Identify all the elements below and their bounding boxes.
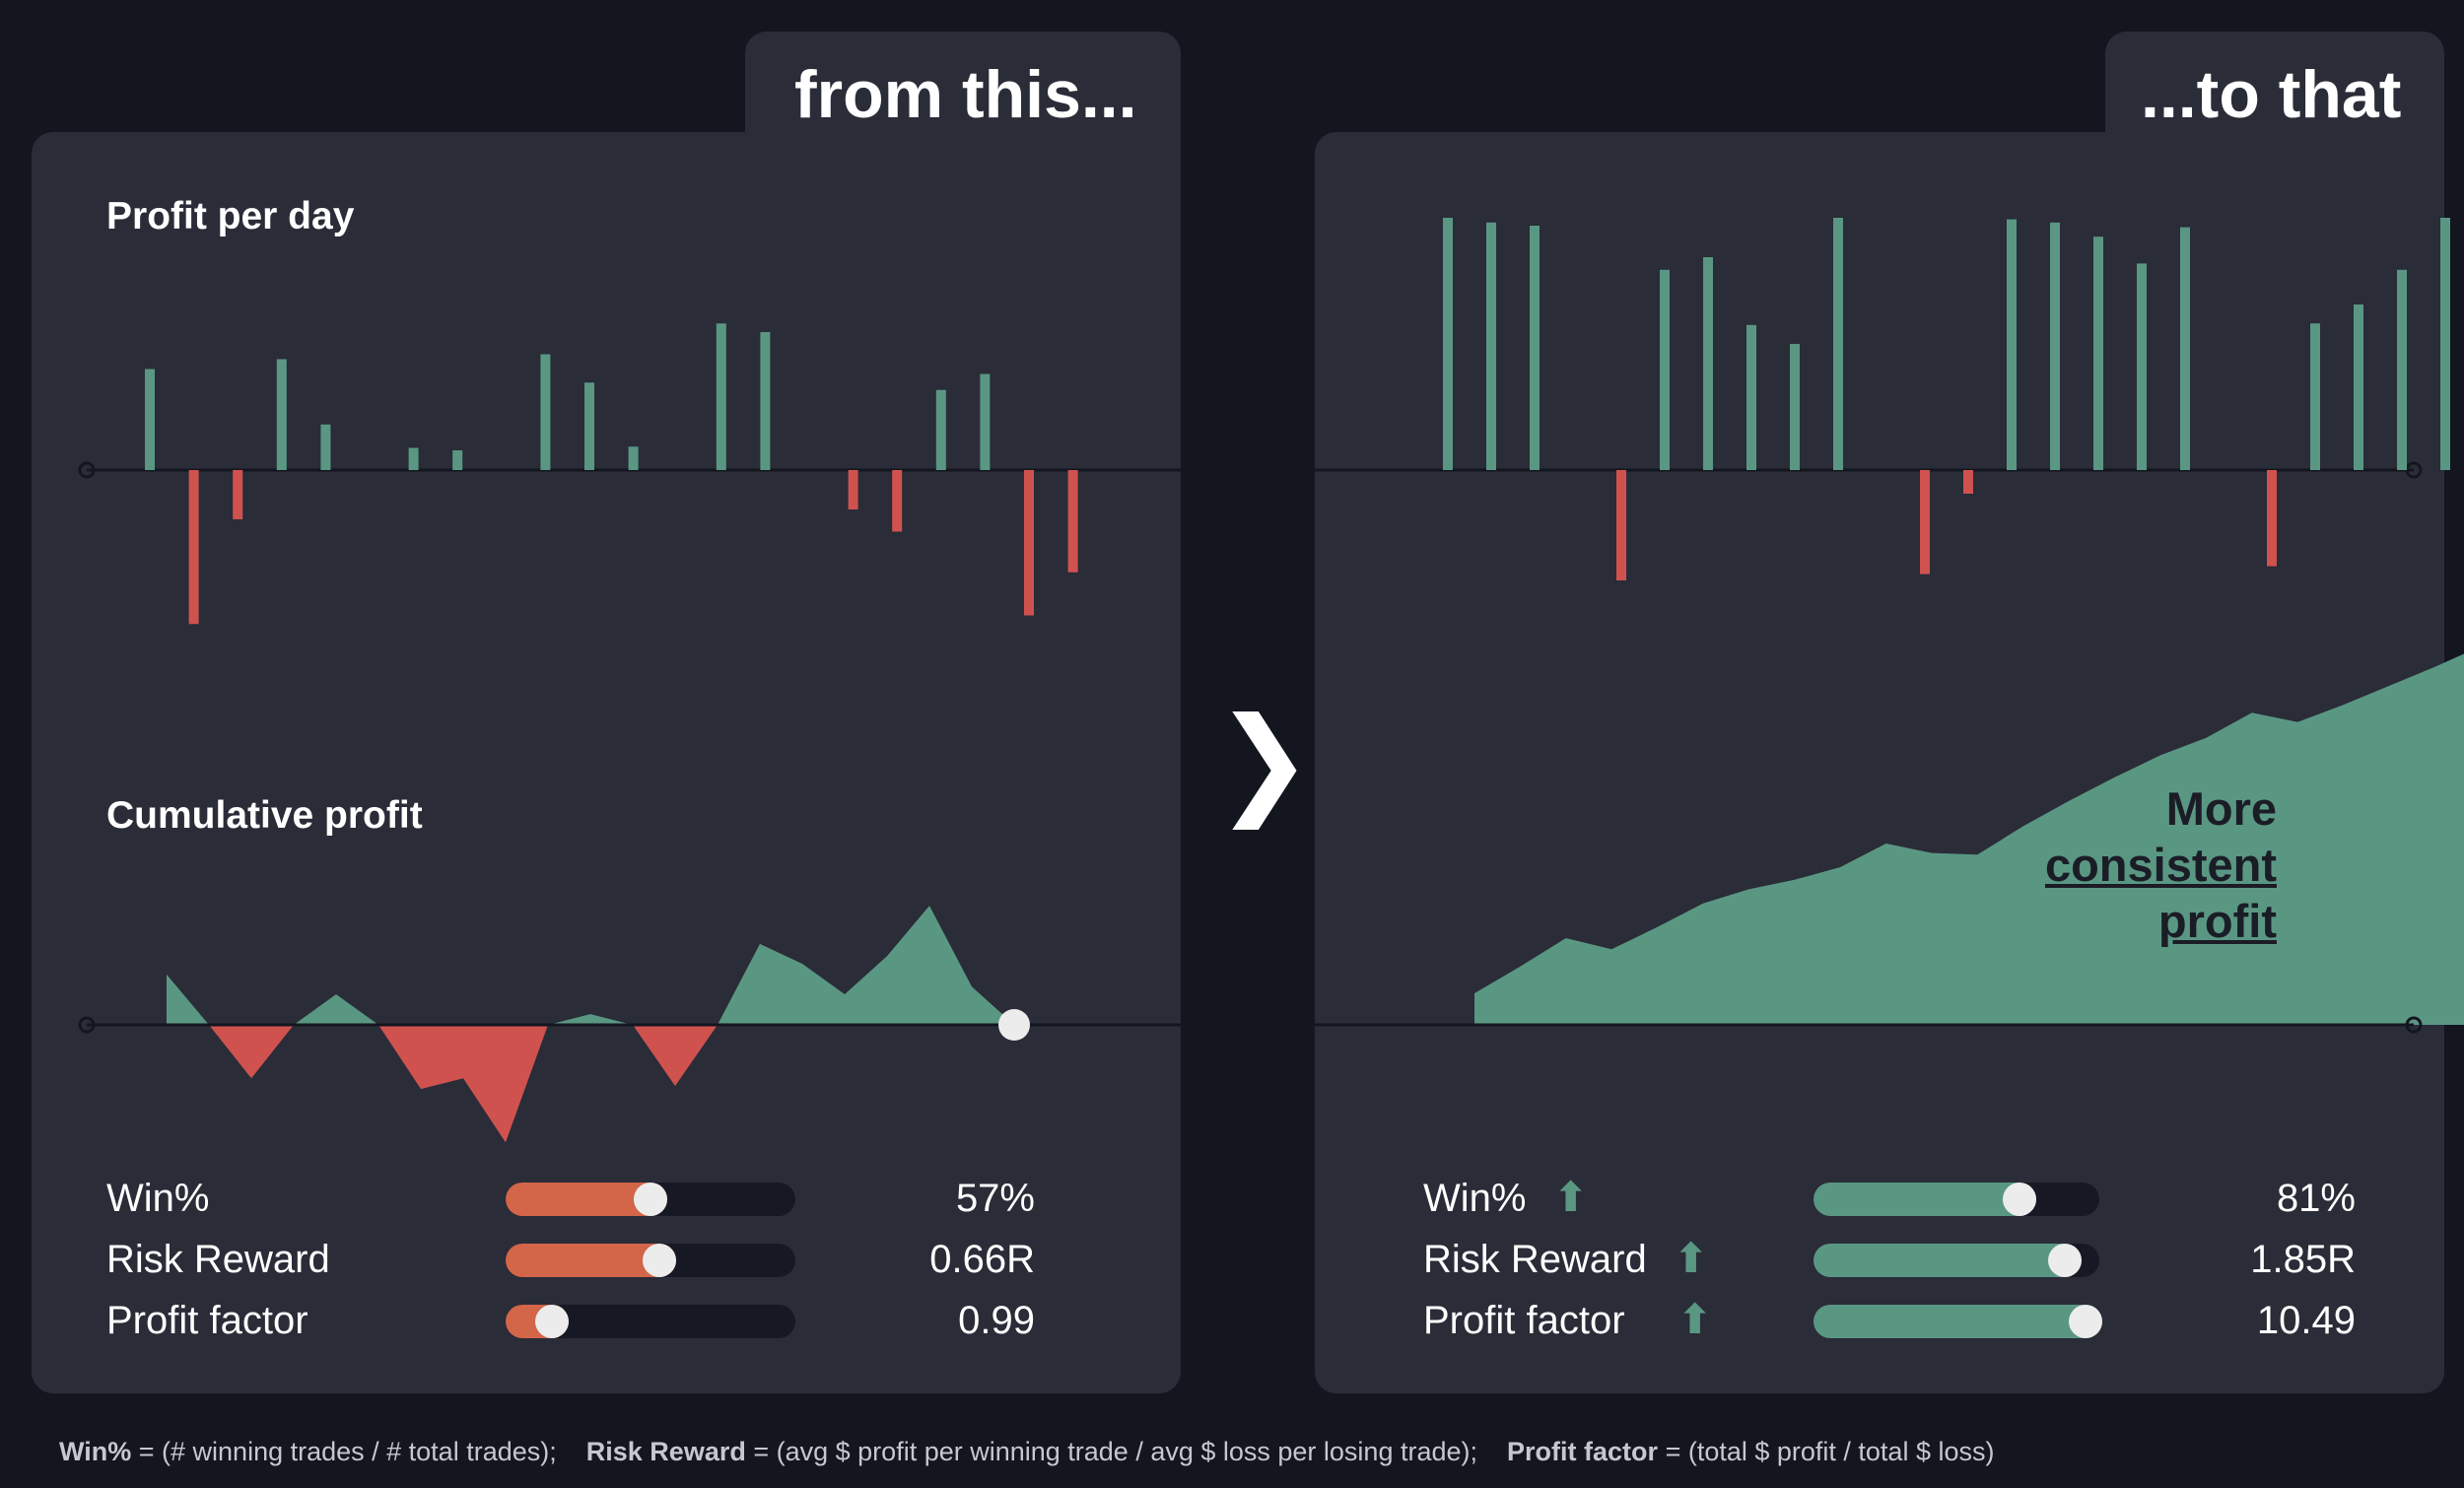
metric-label: Win%: [106, 1177, 210, 1220]
daily-bar: [1530, 226, 1540, 470]
daily-bar: [2354, 304, 2363, 470]
metric-label: Profit factor: [106, 1299, 308, 1342]
metric-slider-fill: [1814, 1305, 2102, 1338]
metric-slider: [506, 1244, 795, 1277]
footer-term-win: Win%: [59, 1437, 132, 1466]
daily-bar: [760, 332, 771, 470]
footer-def-win: = (# winning trades / # total trades);: [138, 1437, 557, 1466]
metric-value: 1.85R: [2250, 1238, 2356, 1281]
axis-origin-dot: [2405, 1016, 2423, 1034]
metric-slider-knob: [535, 1305, 569, 1338]
metric-label: Win%: [1423, 1177, 1527, 1220]
metric-label: Risk Reward: [106, 1238, 330, 1281]
daily-profit-title: Profit per day: [106, 195, 355, 237]
daily-bar: [1024, 470, 1034, 616]
daily-bar: [1486, 222, 1496, 470]
daily-bar: [584, 382, 594, 470]
daily-bar: [1790, 344, 1800, 470]
daily-bar: [1067, 470, 1078, 573]
cumulative-area-positive: [167, 906, 1014, 1025]
metric-slider: [1814, 1305, 2102, 1338]
metric-slider-fill: [1814, 1244, 2082, 1277]
callout-line-3: profit: [2157, 895, 2277, 947]
right-tab-title: ...to that: [2141, 57, 2402, 132]
metric-label: Profit factor: [1423, 1299, 1625, 1342]
daily-bar: [2180, 227, 2190, 470]
daily-bar: [276, 359, 287, 470]
improved-arrow-icon: ⬆: [1553, 1174, 1589, 1220]
daily-bar: [2310, 323, 2320, 470]
left-daily-chart: [78, 323, 1181, 625]
daily-bar: [1703, 257, 1713, 470]
footer-term-rr: Risk Reward: [585, 1437, 746, 1466]
axis-origin-dot: [78, 1016, 96, 1034]
metric-slider-fill: [1814, 1183, 2036, 1216]
daily-bar: [1616, 470, 1626, 580]
endpoint-marker: [998, 1009, 1030, 1041]
left-tab-title: from this...: [794, 57, 1137, 132]
cumulative-area-negative: [167, 1025, 1014, 1143]
daily-bar: [628, 446, 639, 470]
daily-bar: [1833, 218, 1843, 470]
left-cumulative-chart: [78, 906, 1181, 1143]
daily-bar: [2050, 222, 2060, 470]
metric-slider-knob: [634, 1183, 667, 1216]
daily-bar: [2137, 263, 2147, 470]
improved-arrow-icon: ⬆: [1677, 1296, 1713, 1342]
metric-value: 57%: [955, 1177, 1035, 1220]
daily-bar: [1746, 324, 1756, 470]
daily-bar: [145, 369, 155, 470]
callout-line-1: More: [2165, 782, 2277, 835]
metric-value: 81%: [2276, 1177, 2356, 1220]
callout-line-2: consistent: [2044, 839, 2277, 891]
daily-bar: [233, 470, 243, 519]
daily-bar: [1920, 470, 1930, 575]
axis-origin-dot: [78, 461, 96, 479]
metric-definitions: Win% = (# winning trades / # total trade…: [59, 1437, 1994, 1467]
footer-def-rr: = (avg $ profit per winning trade / avg …: [753, 1437, 1478, 1466]
daily-bar: [980, 373, 991, 470]
cumulative-area-positive: [1474, 653, 2464, 1025]
daily-bar: [935, 389, 946, 470]
right-cumulative-chart: [1315, 653, 2464, 1034]
footer-def-pf: = (total $ profit / total $ loss): [1665, 1437, 1995, 1466]
daily-bar: [2267, 470, 2277, 567]
metric-value: 0.99: [958, 1299, 1035, 1342]
metric-slider-knob: [2069, 1305, 2102, 1338]
daily-bar: [408, 447, 419, 470]
daily-bar: [452, 450, 463, 470]
daily-bar: [2440, 218, 2450, 470]
daily-bar: [1443, 218, 1453, 470]
metric-label: Risk Reward: [1423, 1238, 1647, 1281]
metric-slider: [506, 1305, 795, 1338]
cumulative-profit-title: Cumulative profit: [106, 794, 423, 837]
right-daily-chart: [1315, 218, 2450, 580]
metric-slider: [1814, 1183, 2099, 1216]
right-tab: ...to that: [2105, 32, 2444, 169]
metric-slider-knob: [2003, 1183, 2036, 1216]
consistent-profit-callout: More consistent profit: [1922, 780, 2277, 949]
left-tab: from this...: [745, 32, 1181, 169]
metric-slider-knob: [2048, 1244, 2082, 1277]
daily-bar: [2007, 219, 2017, 470]
next-arrow-icon: ❯: [1214, 695, 1314, 827]
footer-term-pf: Profit factor: [1507, 1437, 1659, 1466]
daily-bar: [892, 470, 903, 532]
daily-bar: [540, 354, 551, 470]
metric-slider-knob: [643, 1244, 676, 1277]
daily-bar: [2093, 237, 2103, 470]
improved-arrow-icon: ⬆: [1674, 1235, 1709, 1281]
metric-value: 10.49: [2256, 1299, 2356, 1342]
metric-slider: [506, 1183, 795, 1216]
daily-bar: [2397, 269, 2407, 470]
daily-bar: [1660, 269, 1670, 470]
metric-slider: [1814, 1244, 2099, 1277]
daily-bar: [1963, 470, 1973, 494]
daily-bar: [848, 470, 858, 509]
daily-bar: [716, 323, 726, 470]
metric-value: 0.66R: [929, 1238, 1035, 1281]
daily-bar: [320, 424, 331, 470]
daily-bar: [188, 470, 199, 625]
